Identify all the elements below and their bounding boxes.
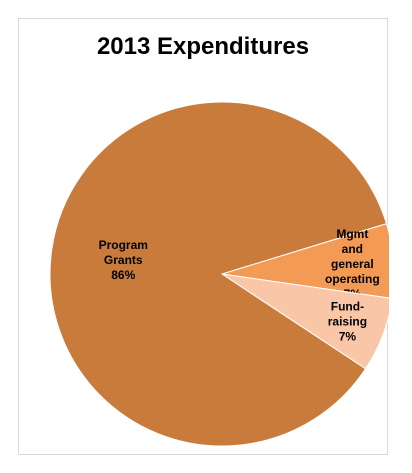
slice-name-line: Fund- — [331, 300, 364, 314]
slice-name-line: raising — [328, 315, 367, 329]
chart-frame: 2013 Expenditures Program Grants 86% Mgmt an… — [18, 18, 388, 455]
slice-name-line: Program — [99, 238, 148, 252]
slice-name-line: and — [342, 242, 363, 256]
slice-value-label: 86% — [111, 268, 135, 282]
slice-name-line: Mgmt — [336, 227, 368, 241]
slice-value-label: 7% — [339, 330, 357, 344]
slice-name-line: operating — [325, 272, 380, 286]
slice-name-line: Grants — [104, 253, 143, 267]
slice-name-line: general — [331, 257, 374, 271]
